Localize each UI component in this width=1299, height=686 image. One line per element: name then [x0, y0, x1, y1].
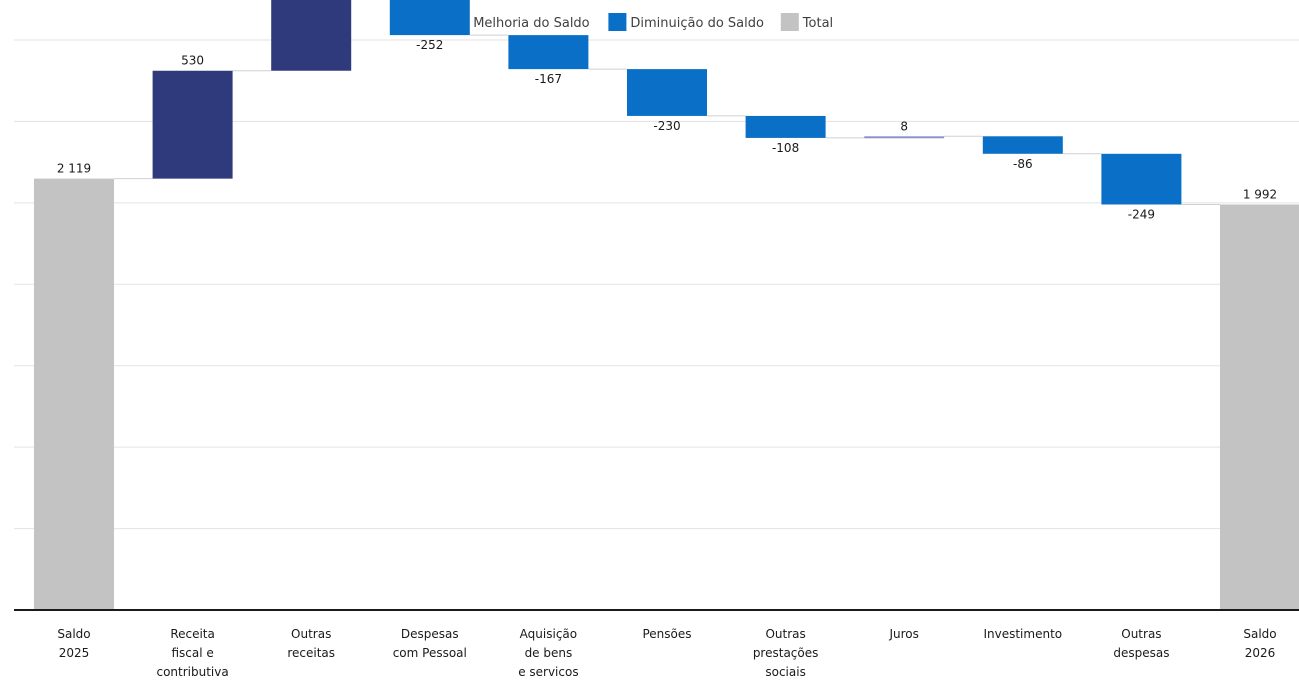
bar-6	[745, 115, 826, 138]
value-label-10: 1 992	[1243, 187, 1277, 201]
value-label-5: -230	[653, 119, 680, 133]
bar-3	[389, 0, 470, 36]
bar-2	[271, 0, 352, 71]
bar-0	[34, 178, 114, 610]
legend-label-decrease: Diminuição do Saldo	[630, 16, 764, 31]
value-label-3: -252	[416, 38, 443, 52]
category-label-7: Juros	[888, 627, 918, 641]
value-label-1: 530	[181, 54, 204, 68]
chart-legend: Melhoria do Saldo Diminuição do Saldo Tota…	[451, 13, 833, 31]
bars	[34, 0, 1299, 610]
category-label-3: com Pessoal	[393, 646, 467, 660]
category-label-6: sociais	[765, 665, 805, 679]
bar-10	[1220, 204, 1299, 610]
category-label-8: Investimento	[983, 627, 1062, 641]
category-label-0: 2025	[59, 646, 90, 660]
category-label-10: Saldo	[1243, 627, 1276, 641]
category-label-3: Despesas	[401, 627, 459, 641]
category-label-10: 2026	[1245, 646, 1276, 660]
bar-7	[864, 136, 945, 139]
value-label-7: 8	[900, 119, 908, 133]
value-label-4: -167	[535, 72, 562, 86]
category-label-1: fiscal e	[171, 646, 213, 660]
bar-5	[627, 69, 707, 116]
legend-label-total: Total	[802, 16, 833, 31]
category-label-4: Aquisição	[520, 627, 577, 641]
bar-9	[1101, 153, 1182, 205]
category-label-2: receitas	[287, 646, 335, 660]
connector-lines	[114, 34, 1220, 205]
category-label-9: Outras	[1121, 627, 1161, 641]
category-label-6: prestações	[753, 646, 819, 660]
category-label-1: contributiva	[156, 665, 228, 679]
value-label-8: -86	[1013, 157, 1033, 171]
category-label-2: Outras	[291, 627, 331, 641]
bar-1	[152, 70, 233, 179]
bar-4	[508, 35, 589, 70]
value-label-0: 2 119	[57, 162, 91, 176]
legend-swatch-decrease	[608, 13, 627, 31]
value-label-9: -249	[1128, 207, 1155, 221]
value-label-6: -108	[772, 141, 799, 155]
category-label-1: Receita	[170, 627, 215, 641]
category-label-4: e servicos	[518, 665, 578, 679]
gridlines	[14, 39, 1299, 530]
category-labels: Saldo 2025 Receita fiscal e contributiva Outr…	[57, 627, 1276, 679]
category-label-5: Pensões	[642, 627, 691, 641]
category-label-4: de bens	[525, 646, 573, 660]
category-label-0: Saldo	[57, 627, 90, 641]
legend-label-increase: Melhoria do Saldo	[473, 16, 589, 31]
bar-8	[982, 136, 1063, 154]
category-label-9: despesas	[1113, 646, 1169, 660]
legend-swatch-total	[780, 13, 799, 31]
category-label-6: Outras	[765, 627, 805, 641]
